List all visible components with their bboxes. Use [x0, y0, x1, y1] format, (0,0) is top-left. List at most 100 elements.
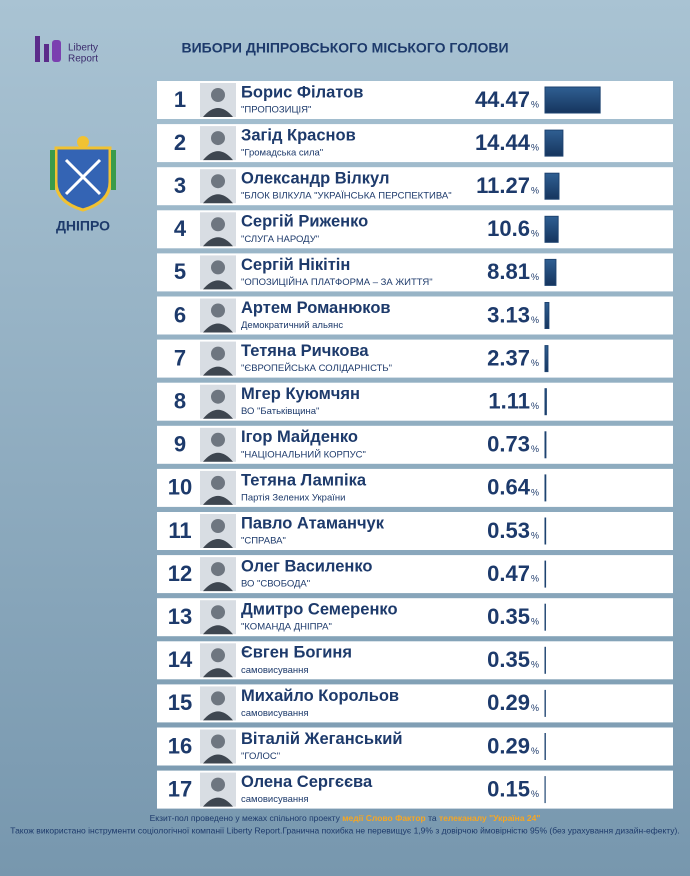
- rank: 17: [168, 776, 192, 801]
- bar: [544, 345, 549, 373]
- value-label: 0.53: [487, 518, 530, 543]
- rank: 5: [174, 259, 186, 284]
- rank: 7: [174, 345, 186, 370]
- photo: [200, 557, 236, 592]
- photo-body: [203, 625, 233, 635]
- candidate-name: Сергій Нікітін: [241, 256, 350, 274]
- value-label: 10.6: [487, 216, 530, 241]
- candidate-name: Артем Романюков: [241, 299, 391, 317]
- row-background: [157, 296, 673, 335]
- row-background: [157, 468, 673, 507]
- photo-body: [203, 237, 233, 247]
- rank: 11: [168, 518, 191, 543]
- row-background: [157, 555, 673, 594]
- candidate-name: Олег Василенко: [241, 557, 372, 575]
- photo: [200, 643, 236, 678]
- row-background: [157, 253, 673, 292]
- party: ВО "Батьківщина": [241, 406, 319, 417]
- photo-head: [211, 648, 225, 663]
- coat-of-arms: [50, 136, 116, 212]
- photo: [200, 772, 236, 807]
- bar: [544, 129, 564, 157]
- value-unit: %: [531, 272, 539, 282]
- value-unit: %: [531, 186, 539, 196]
- logo: Liberty Report: [35, 36, 98, 65]
- rank: 4: [174, 216, 187, 241]
- value-label: 3.13: [487, 302, 530, 327]
- photo-head: [211, 174, 225, 189]
- photo-body: [203, 495, 233, 505]
- candidate-name: Тетяна Лампіка: [241, 471, 367, 489]
- rank: 13: [168, 604, 192, 629]
- candidate-name: Загід Краснов: [241, 126, 356, 144]
- bar: [544, 302, 550, 329]
- party: "БЛОК ВІЛКУЛА "УКРАЇНСЬКА ПЕРСПЕКТИВА": [241, 191, 452, 202]
- photo-head: [211, 88, 225, 102]
- photo-body: [203, 582, 233, 592]
- value-label: 0.29: [487, 733, 530, 758]
- rank: 2: [174, 130, 186, 155]
- candidate-name: Олександр Вілкул: [241, 170, 389, 188]
- rank: 1: [174, 87, 186, 112]
- rank: 12: [168, 561, 192, 586]
- row-background: [157, 124, 673, 163]
- bar: [544, 560, 547, 588]
- party: "КОМАНДА ДНІПРА": [241, 622, 332, 633]
- photo: [200, 126, 236, 161]
- photo-body: [203, 539, 233, 548]
- candidate-name: Михайло Корольов: [241, 687, 399, 705]
- photo: [200, 384, 236, 419]
- value-unit: %: [531, 789, 539, 799]
- party: "ГОЛОС": [241, 751, 280, 762]
- bar: [544, 215, 559, 243]
- value-label: 8.81: [487, 259, 530, 284]
- value-unit: %: [531, 703, 539, 713]
- photo-head: [211, 519, 225, 533]
- row-background: [157, 382, 673, 421]
- rank: 16: [168, 733, 192, 758]
- value-label: 0.35: [487, 647, 530, 672]
- value-label: 2.37: [487, 345, 530, 370]
- value-unit: %: [531, 99, 539, 109]
- rank: 9: [174, 432, 186, 457]
- photo-head: [211, 131, 225, 146]
- row-background: [157, 770, 673, 809]
- photo-body: [203, 409, 233, 419]
- photo-body: [203, 151, 233, 161]
- value-unit: %: [531, 746, 539, 756]
- party: ВО "СВОБОДА": [241, 579, 310, 590]
- photo: [200, 729, 236, 764]
- photo-body: [203, 194, 233, 204]
- rank: 3: [174, 173, 186, 198]
- photo-head: [211, 260, 225, 275]
- rank: 10: [168, 475, 192, 500]
- candidate-name: Олена Сергєєва: [241, 773, 373, 791]
- value-label: 0.15: [487, 776, 530, 801]
- candidate-name: Євген Богиня: [241, 644, 352, 662]
- value-label: 14.44: [475, 130, 531, 155]
- row-background: [157, 339, 673, 378]
- photo-body: [203, 797, 233, 807]
- photo: [200, 212, 236, 247]
- footer-part: медії Слово Фактор: [342, 813, 425, 823]
- bar: [544, 431, 547, 459]
- party: "НАЦІОНАЛЬНИЙ КОРПУС": [241, 448, 366, 460]
- footer-note: Екзит-пол проведено у межах спільного пр…: [150, 813, 541, 823]
- photo: [200, 427, 236, 462]
- bar: [544, 172, 560, 200]
- value-label: 0.29: [487, 690, 530, 715]
- party: "СЛУГА НАРОДУ": [241, 234, 319, 245]
- footer-part: та: [426, 813, 439, 823]
- photo-head: [211, 734, 225, 749]
- photo-body: [203, 323, 233, 333]
- footer-part: Екзит-пол проведено у межах спільного пр…: [150, 813, 343, 823]
- photo-head: [211, 605, 225, 620]
- bar: [544, 474, 547, 502]
- party: "ОПОЗИЦІЙНА ПЛАТФОРМА – ЗА ЖИТТЯ": [241, 276, 433, 288]
- rank: 8: [174, 389, 186, 414]
- logo-text: Report: [68, 54, 98, 65]
- photo: [200, 600, 236, 635]
- photo-head: [211, 432, 225, 447]
- photo-body: [203, 280, 233, 290]
